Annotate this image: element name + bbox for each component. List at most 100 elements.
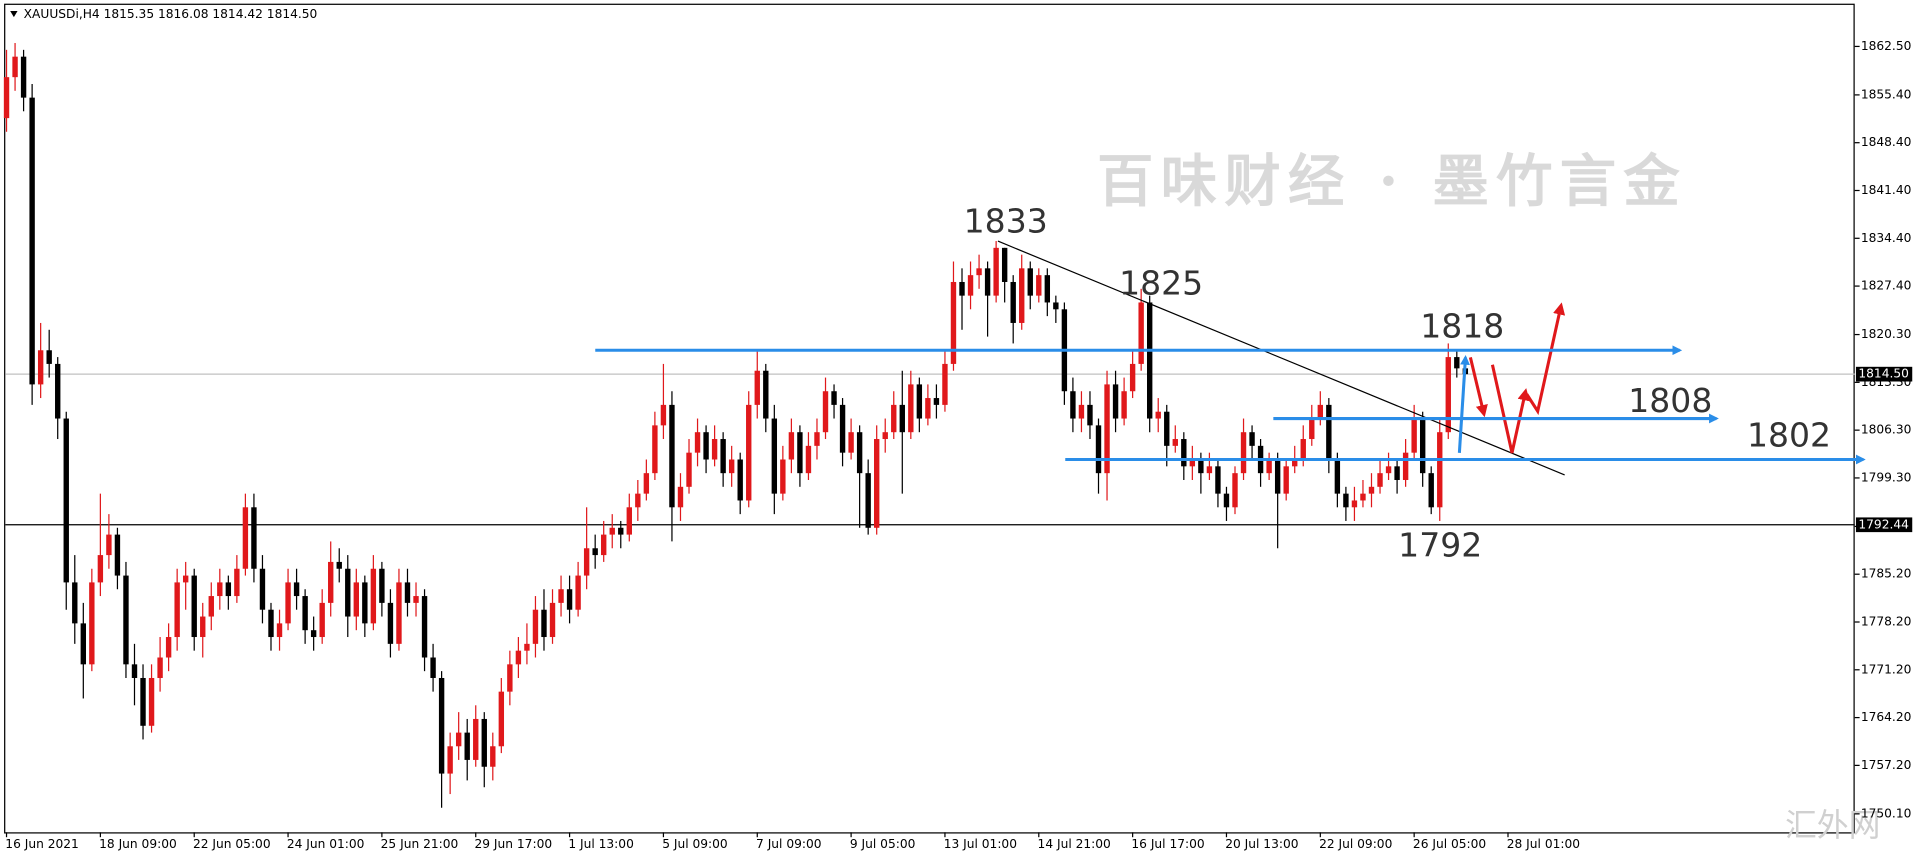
- candle-body: [1368, 486, 1375, 494]
- candle-body: [46, 350, 52, 364]
- candle-body: [1419, 418, 1426, 474]
- candle-body: [1402, 452, 1409, 480]
- candle-body: [490, 746, 496, 767]
- candle-body: [80, 623, 87, 665]
- candle-body: [558, 589, 564, 603]
- candle-body: [822, 391, 829, 433]
- candle-body: [1027, 268, 1033, 296]
- y-tick-label: 1834.40: [1861, 231, 1912, 245]
- level-label: 1802: [1747, 415, 1831, 454]
- watermark: 百味财经 · 墨竹言金: [1097, 149, 1687, 215]
- x-tick-label: 16 Jul 17:00: [1131, 837, 1204, 851]
- candle-body: [259, 568, 266, 610]
- candle-body: [566, 589, 573, 610]
- x-tick-label: 28 Jul 01:00: [1507, 837, 1580, 851]
- candle-body: [285, 582, 291, 624]
- candle-body: [319, 602, 325, 638]
- candle-body: [387, 602, 394, 644]
- candle-body: [328, 561, 334, 603]
- plot-layers: 1862.50 1855.40 1848.40 1841.40 1834.40 1827.…: [3, 39, 1913, 851]
- candle-body: [55, 363, 61, 419]
- x-tick-label: 25 Jun 21:00: [381, 837, 459, 851]
- candle-body: [182, 575, 189, 583]
- candle-body: [336, 561, 342, 569]
- candle-body: [1351, 500, 1358, 508]
- candle-body: [899, 404, 905, 433]
- candle-body: [251, 507, 257, 569]
- candle-body: [856, 432, 863, 474]
- candle-body: [1019, 268, 1025, 323]
- candle-body: [771, 418, 778, 494]
- candle-body: [1317, 404, 1324, 419]
- candle-body: [1070, 391, 1076, 419]
- candle-body: [976, 268, 982, 276]
- x-tick-label: 1 Jul 13:00: [568, 837, 634, 851]
- candle-body: [677, 486, 684, 508]
- price-label-box: [1855, 517, 1913, 533]
- candle-body: [1087, 404, 1093, 426]
- candle-body: [1454, 357, 1460, 369]
- x-tick-label: 20 Jul 13:00: [1225, 837, 1298, 851]
- candle-body: [1385, 466, 1392, 474]
- level-label: 1808: [1628, 381, 1712, 420]
- candle-body: [1010, 281, 1016, 323]
- candle-body: [1001, 247, 1008, 282]
- candle-body: [669, 404, 675, 508]
- candle-body: [1283, 466, 1289, 494]
- candle-body: [353, 582, 359, 617]
- candle-body: [703, 432, 709, 460]
- candle-body: [575, 575, 581, 610]
- candle-body: [694, 432, 701, 453]
- candle-body: [1044, 275, 1051, 303]
- candle-body: [942, 363, 948, 405]
- y-tick-label: 1764.20: [1861, 710, 1912, 724]
- y-tick-label: 1827.40: [1861, 279, 1912, 293]
- x-tick-label: 18 Jun 09:00: [99, 837, 177, 851]
- candle-body: [140, 677, 146, 726]
- y-tick-label: 1806.30: [1861, 423, 1912, 437]
- candle-body: [626, 507, 632, 535]
- candle-body: [1326, 404, 1332, 460]
- menu-arrow[interactable]: [10, 11, 18, 18]
- candle-body: [413, 596, 419, 603]
- candle-body: [882, 432, 888, 440]
- y-tick-label: 1778.20: [1861, 615, 1912, 629]
- candle-body: [191, 575, 197, 638]
- x-tick-label: 16 Jun 2021: [5, 837, 79, 851]
- candle-body: [1309, 418, 1315, 440]
- candle-body: [242, 507, 249, 569]
- candle-body: [1240, 432, 1247, 474]
- candle-body: [1036, 275, 1042, 296]
- x-tick-label: 9 Jul 05:00: [850, 837, 916, 851]
- candle-body: [652, 425, 658, 474]
- candle-body: [89, 582, 95, 665]
- price-label: 1792.44: [1858, 517, 1909, 531]
- candle-body: [950, 281, 957, 364]
- candle-body: [831, 391, 837, 405]
- candle-body: [933, 398, 940, 405]
- candle-body: [234, 568, 240, 597]
- candle-body: [1360, 493, 1366, 501]
- candle-body: [438, 677, 445, 774]
- candle-body: [515, 650, 522, 665]
- price-label-box: [1855, 366, 1913, 382]
- candle-body: [1223, 493, 1230, 508]
- y-tick-label: 1862.50: [1861, 39, 1912, 53]
- candle-body: [20, 56, 27, 98]
- candle-body: [123, 575, 129, 665]
- candle-body: [1164, 411, 1170, 446]
- level-label: 1825: [1119, 264, 1203, 303]
- candle-body: [200, 616, 206, 638]
- y-tick-label: 1785.20: [1861, 567, 1912, 581]
- candle-body: [208, 596, 214, 617]
- candle-body: [72, 582, 78, 624]
- candle-body: [797, 432, 803, 474]
- candle-body: [1428, 473, 1434, 508]
- candle-body: [131, 664, 138, 678]
- candle-body: [925, 398, 931, 419]
- candle-body: [1300, 439, 1306, 460]
- candle-body: [728, 459, 735, 474]
- candle-body: [12, 56, 18, 78]
- candle-body: [916, 384, 923, 419]
